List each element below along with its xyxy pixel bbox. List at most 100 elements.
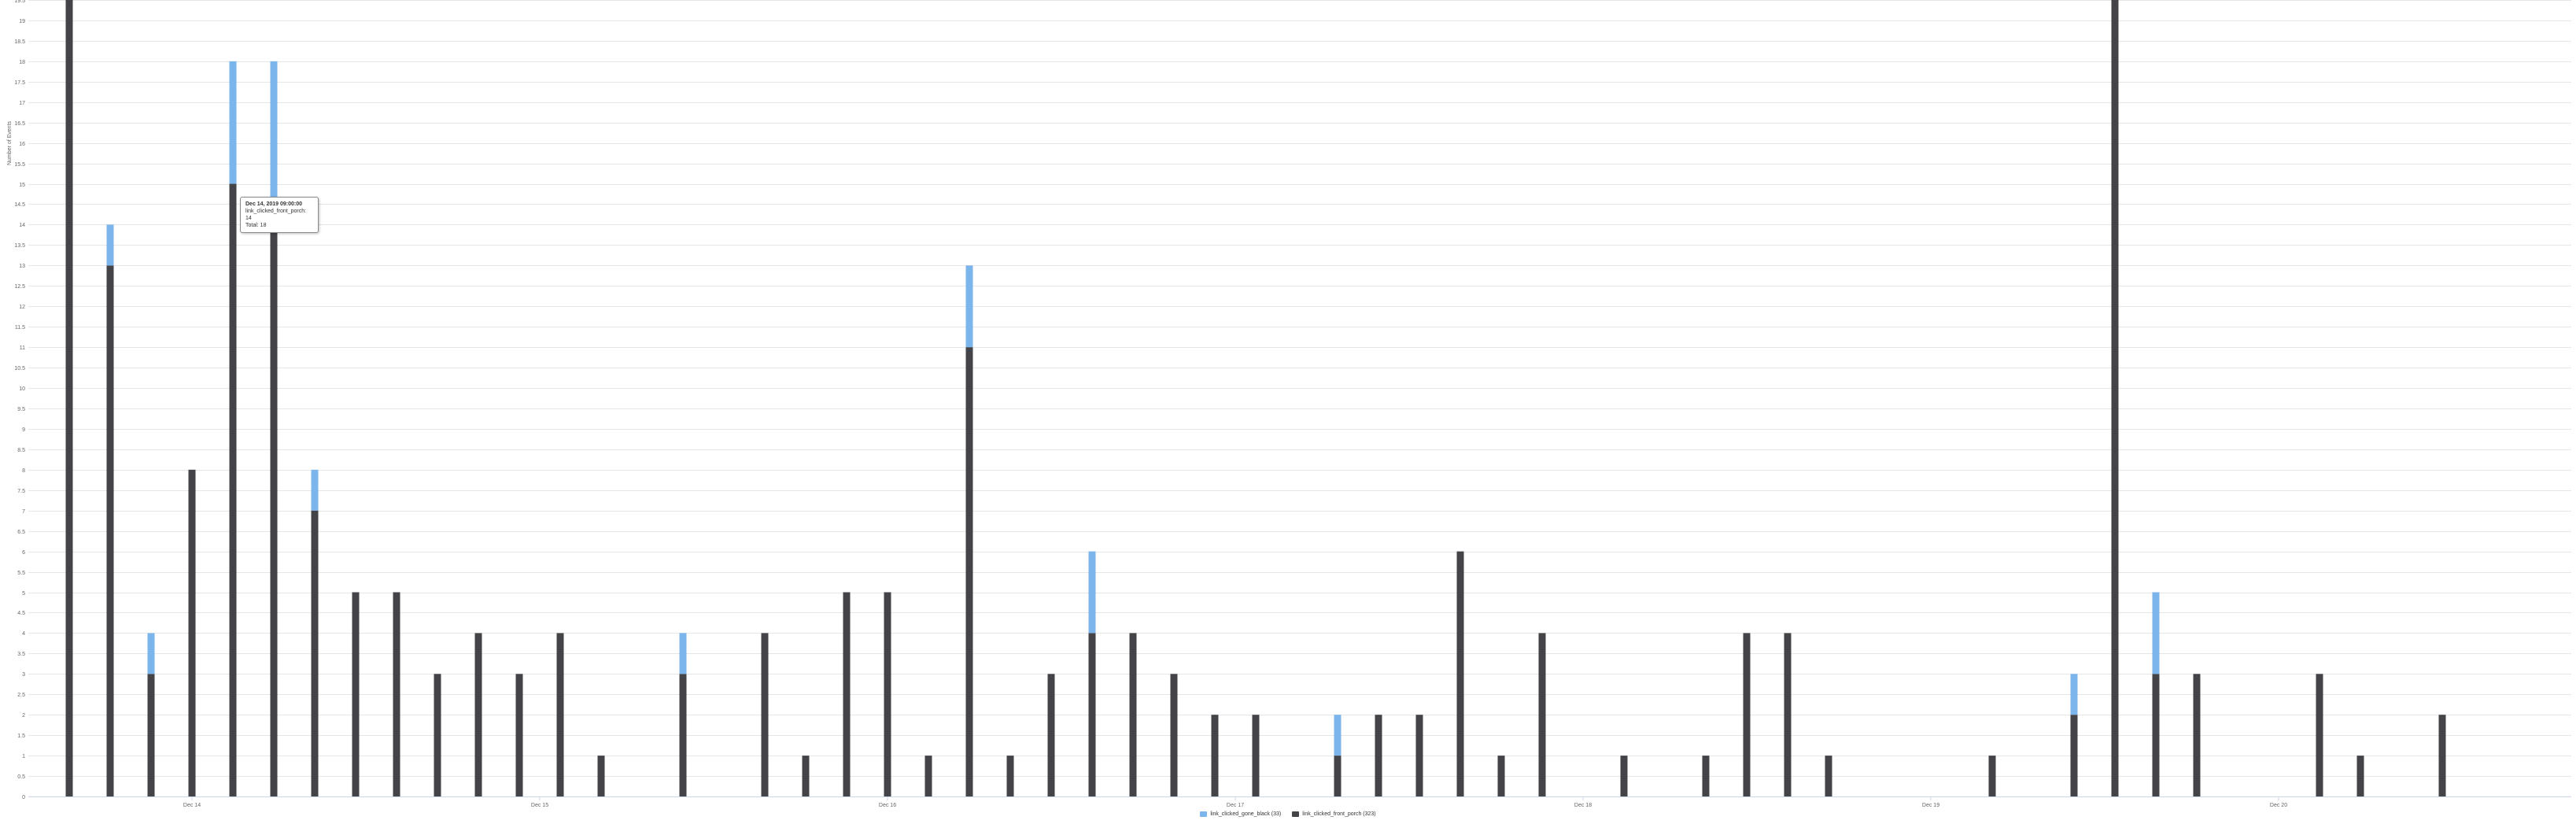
bar-front-porch xyxy=(1784,633,1792,796)
y-tick-label: 10.5 xyxy=(14,366,25,371)
bar-front-porch xyxy=(2193,674,2201,796)
y-tick-label: 7 xyxy=(22,509,25,515)
bar-front-porch xyxy=(2152,674,2160,796)
bar-front-porch xyxy=(1743,633,1751,796)
x-tick-label: Dec 19 xyxy=(1922,803,1939,808)
legend-swatch-front-porch xyxy=(1292,811,1300,817)
bar-front-porch xyxy=(188,469,196,796)
y-tick-label: 8 xyxy=(22,468,25,474)
bar-front-porch xyxy=(1252,715,1260,796)
y-tick-label: 14 xyxy=(19,223,25,228)
y-tick-label: 6.5 xyxy=(17,530,25,535)
bar-front-porch xyxy=(2356,756,2364,796)
y-tick-label: 16.5 xyxy=(14,121,25,127)
y-tick-label: 11.5 xyxy=(15,325,25,331)
bar-front-porch xyxy=(1620,756,1628,796)
y-tick-label: 17.5 xyxy=(14,80,25,86)
bar-front-porch xyxy=(1538,633,1546,796)
bar-front-porch xyxy=(884,592,891,796)
bar-front-porch xyxy=(1047,674,1055,796)
y-tick-label: 19 xyxy=(19,19,25,24)
bar-front-porch xyxy=(597,756,605,796)
legend-item-front-porch[interactable]: link_clicked_front_porch (323) xyxy=(1292,811,1376,817)
bar-front-porch xyxy=(1211,715,1219,796)
bar-front-porch xyxy=(679,674,687,796)
y-tick-label: 1 xyxy=(22,754,25,759)
y-tick-label: 15.5 xyxy=(14,162,25,168)
bar-front-porch xyxy=(65,0,73,797)
y-tick-label: 5 xyxy=(22,591,25,597)
y-tick-label: 12 xyxy=(19,305,25,310)
y-tick-label: 6 xyxy=(22,550,25,556)
tooltip-series-value: link_clicked_front_porch: 14 xyxy=(245,209,307,221)
y-tick-label: 13.5 xyxy=(14,243,25,249)
y-tick-label: 3.5 xyxy=(17,652,25,657)
y-tick-label: 17 xyxy=(19,101,25,106)
bar-front-porch xyxy=(1129,633,1137,796)
bar-front-porch xyxy=(1456,551,1464,796)
bar-front-porch xyxy=(1988,756,1996,796)
y-tick-label: 14.5 xyxy=(14,202,25,208)
bar-front-porch xyxy=(2070,715,2078,796)
bar-front-porch xyxy=(2316,674,2323,796)
bar-front-porch xyxy=(924,756,932,796)
bar-gone-black xyxy=(270,61,278,225)
y-tick-label: 16 xyxy=(19,142,25,147)
bar-gone-black xyxy=(1334,715,1342,756)
y-tick-label: 11 xyxy=(20,345,25,351)
bar-gone-black xyxy=(965,265,973,348)
bar-front-porch xyxy=(761,633,769,796)
bar-front-porch xyxy=(802,756,810,796)
x-tick-label: Dec 18 xyxy=(1574,803,1592,808)
bar-front-porch xyxy=(1497,756,1505,796)
x-tick-label: Dec 14 xyxy=(183,803,201,808)
bar-front-porch xyxy=(1825,756,1832,796)
bar-front-porch xyxy=(1375,715,1382,796)
y-tick-label: 1.5 xyxy=(17,733,25,739)
bar-front-porch xyxy=(434,674,441,796)
bar-front-porch xyxy=(1702,756,1710,796)
x-tick-label: Dec 16 xyxy=(879,803,896,808)
bar-front-porch xyxy=(474,633,482,796)
y-tick-label: 10 xyxy=(19,386,25,392)
y-tick-label: 15 xyxy=(19,183,25,188)
legend-swatch-gone-black xyxy=(1200,811,1208,817)
bar-gone-black xyxy=(2152,592,2160,674)
bar-front-porch xyxy=(229,183,237,797)
y-tick-label: 8.5 xyxy=(17,448,25,453)
bar-gone-black xyxy=(106,224,114,266)
bar-front-porch xyxy=(352,592,360,796)
legend-label-gone-black: link_clicked_gone_black (33) xyxy=(1210,811,1282,817)
tooltip-total: Total: 18 xyxy=(245,223,267,228)
tooltip-date: Dec 14, 2019 09:00:00 xyxy=(245,201,302,207)
bar-front-porch xyxy=(515,674,523,796)
bar-gone-black xyxy=(679,633,687,674)
y-tick-label: 9.5 xyxy=(17,407,25,412)
bar-front-porch xyxy=(1334,756,1342,796)
y-tick-label: 4.5 xyxy=(17,611,25,616)
bar-front-porch xyxy=(1006,756,1014,796)
chart-legend: link_clicked_gone_black (33) link_clicke… xyxy=(0,811,2576,817)
x-tick-label: Dec 20 xyxy=(2270,803,2287,808)
y-tick-label: 19.5 xyxy=(14,0,25,4)
y-tick-label: 0.5 xyxy=(17,774,25,780)
y-tick-label: 18 xyxy=(19,60,25,65)
bar-front-porch xyxy=(393,592,400,796)
y-tick-label: 18.5 xyxy=(14,39,25,45)
legend-item-gone-black[interactable]: link_clicked_gone_black (33) xyxy=(1200,811,1281,817)
chart-tooltip: Dec 14, 2019 09:00:00 link_clicked_front… xyxy=(240,197,319,233)
bar-gone-black xyxy=(229,61,237,184)
y-tick-label: 4 xyxy=(22,631,25,637)
bar-front-porch xyxy=(270,224,278,796)
y-tick-label: 2 xyxy=(22,713,25,719)
y-tick-label: 5.5 xyxy=(17,571,25,576)
bar-gone-black xyxy=(1088,551,1096,634)
bar-gone-black xyxy=(147,633,155,674)
bar-front-porch xyxy=(556,633,564,796)
bar-front-porch xyxy=(1170,674,1178,796)
bar-front-porch xyxy=(311,510,319,796)
bar-gone-black xyxy=(311,469,319,511)
bar-front-porch xyxy=(2438,715,2446,796)
y-tick-label: 13 xyxy=(19,264,25,269)
